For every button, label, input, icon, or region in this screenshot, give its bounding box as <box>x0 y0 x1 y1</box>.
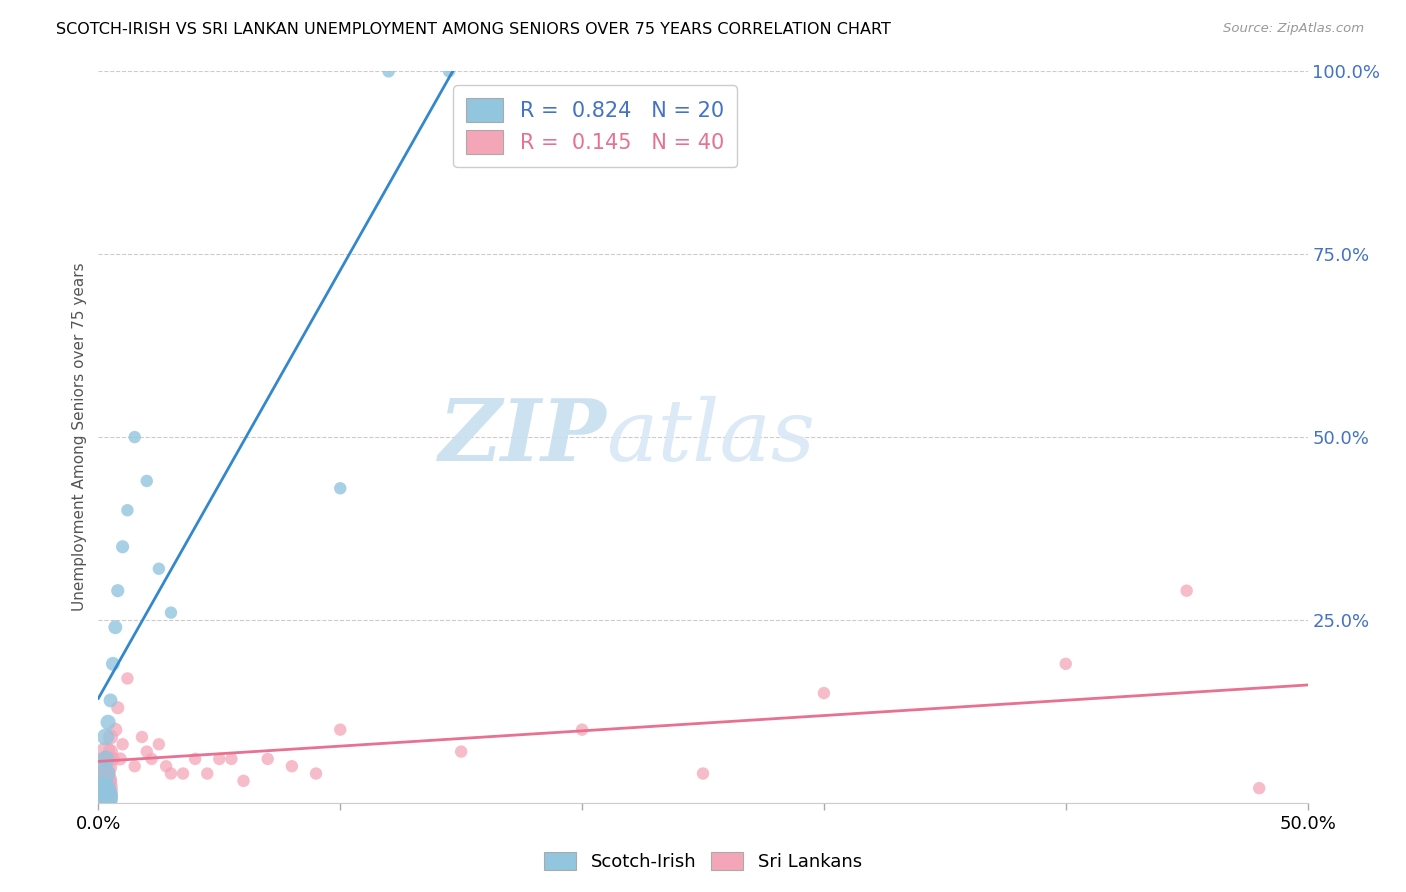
Point <box>101 657 124 671</box>
Point <box>692 766 714 780</box>
Point <box>329 723 352 737</box>
Legend: R =  0.824   N = 20, R =  0.145   N = 40: R = 0.824 N = 20, R = 0.145 N = 40 <box>454 86 737 167</box>
Point <box>94 730 117 744</box>
Point <box>100 730 122 744</box>
Point <box>377 64 399 78</box>
Text: atlas: atlas <box>606 396 815 478</box>
Point <box>131 730 153 744</box>
Point <box>232 773 254 788</box>
Point <box>437 64 460 78</box>
Point <box>108 752 131 766</box>
Point <box>135 745 157 759</box>
Point <box>450 745 472 759</box>
Point <box>160 606 183 620</box>
Point <box>91 773 114 788</box>
Point <box>104 620 127 634</box>
Point <box>90 792 112 806</box>
Point <box>1249 781 1271 796</box>
Point <box>329 481 352 495</box>
Point <box>107 700 129 714</box>
Point <box>91 766 114 780</box>
Point <box>1175 583 1198 598</box>
Point <box>305 766 328 780</box>
Point <box>160 766 183 780</box>
Legend: Scotch-Irish, Sri Lankans: Scotch-Irish, Sri Lankans <box>537 845 869 879</box>
Point <box>100 693 122 707</box>
Point <box>90 789 112 803</box>
Point <box>256 752 278 766</box>
Point <box>111 737 134 751</box>
Point <box>208 752 231 766</box>
Point <box>148 562 170 576</box>
Point <box>104 723 127 737</box>
Point <box>94 745 117 759</box>
Text: SCOTCH-IRISH VS SRI LANKAN UNEMPLOYMENT AMONG SENIORS OVER 75 YEARS CORRELATION : SCOTCH-IRISH VS SRI LANKAN UNEMPLOYMENT … <box>56 22 891 37</box>
Point <box>148 737 170 751</box>
Point <box>90 781 112 796</box>
Point <box>124 759 146 773</box>
Point <box>94 752 117 766</box>
Text: Source: ZipAtlas.com: Source: ZipAtlas.com <box>1223 22 1364 36</box>
Point <box>571 723 593 737</box>
Point <box>97 773 120 788</box>
Point <box>97 715 120 730</box>
Point <box>1054 657 1077 671</box>
Point <box>155 759 177 773</box>
Point <box>221 752 243 766</box>
Point <box>117 503 139 517</box>
Text: ZIP: ZIP <box>439 395 606 479</box>
Point <box>101 752 124 766</box>
Point <box>172 766 194 780</box>
Point <box>117 672 139 686</box>
Point <box>91 781 114 796</box>
Point <box>97 752 120 766</box>
Point <box>111 540 134 554</box>
Point <box>281 759 304 773</box>
Point <box>107 583 129 598</box>
Point <box>90 789 112 803</box>
Point <box>135 474 157 488</box>
Point <box>184 752 207 766</box>
Y-axis label: Unemployment Among Seniors over 75 years: Unemployment Among Seniors over 75 years <box>72 263 87 611</box>
Point <box>813 686 835 700</box>
Point <box>91 759 114 773</box>
Point <box>124 430 146 444</box>
Point <box>195 766 218 780</box>
Point <box>94 766 117 780</box>
Point <box>141 752 163 766</box>
Point <box>100 745 122 759</box>
